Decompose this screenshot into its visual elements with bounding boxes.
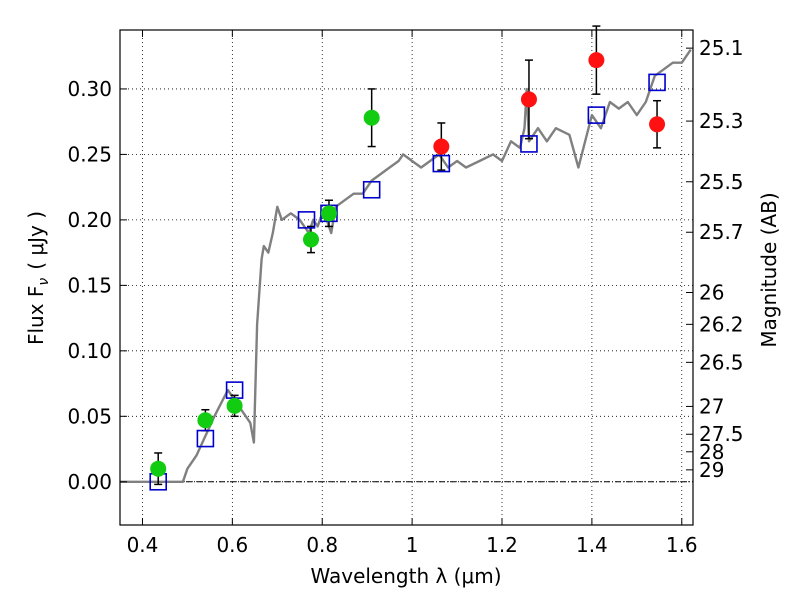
model-flux-square bbox=[196, 429, 215, 448]
right-tick-label: 25.7 bbox=[699, 220, 744, 244]
y-tick-label: 0.20 bbox=[67, 208, 112, 232]
data-point bbox=[433, 138, 450, 155]
y-axis-label-flux: Flux F bbox=[24, 286, 48, 345]
right-tick-label: 27.5 bbox=[699, 422, 744, 446]
data-point bbox=[588, 52, 605, 69]
y-tick-label: 0.00 bbox=[67, 470, 112, 494]
right-tick-label: 25.1 bbox=[699, 36, 744, 60]
right-tick-label: 29 bbox=[699, 458, 724, 482]
model-flux-square bbox=[432, 154, 451, 173]
right-axis-label: Magnitude (AB) bbox=[757, 192, 781, 347]
right-tick-label: 27 bbox=[699, 394, 724, 418]
x-tick-label: 0.6 bbox=[216, 533, 248, 557]
x-tick-label: 0.4 bbox=[127, 533, 159, 557]
x-axis-ticks: 0.4 0.6 0.8 1 1.2 1.4 1.6 bbox=[127, 30, 698, 557]
right-tick-label: 26.5 bbox=[699, 350, 744, 374]
model-flux-square bbox=[648, 73, 666, 92]
data-point bbox=[520, 91, 537, 108]
data-point bbox=[303, 231, 319, 248]
data-point bbox=[649, 116, 666, 133]
right-tick-label: 26 bbox=[699, 280, 724, 304]
data-point bbox=[363, 109, 380, 126]
y-tick-label: 0.25 bbox=[67, 142, 112, 166]
y-axis-ticks: 0.00 0.05 0.10 0.15 0.20 0.25 0.30 bbox=[67, 77, 127, 494]
y-axis-label-subscript: ν bbox=[36, 278, 52, 286]
x-tick-label: 1 bbox=[406, 533, 419, 557]
y-tick-label: 0.30 bbox=[67, 77, 112, 101]
plot-frame bbox=[119, 29, 694, 526]
y-axis-label: Flux Fν ( μJy ) bbox=[24, 211, 52, 345]
right-tick-label: 25.3 bbox=[699, 109, 744, 133]
right-tick-label: 25.5 bbox=[699, 170, 744, 194]
grid bbox=[120, 30, 693, 525]
y-tick-label: 0.15 bbox=[67, 273, 112, 297]
x-tick-label: 0.8 bbox=[306, 533, 338, 557]
x-tick-label: 1.4 bbox=[576, 533, 608, 557]
model-flux-square bbox=[520, 135, 538, 153]
data-point bbox=[226, 397, 243, 414]
spectrum-line-layer bbox=[120, 48, 692, 483]
model-flux-square bbox=[297, 211, 316, 229]
data-point bbox=[197, 412, 214, 429]
x-tick-label: 1.2 bbox=[486, 533, 518, 557]
x-tick-label: 1.6 bbox=[666, 533, 698, 557]
x-axis-label: Wavelength λ (μm) bbox=[310, 564, 501, 588]
data-point bbox=[150, 460, 167, 477]
right-tick-label: 28 bbox=[699, 440, 724, 464]
y-axis-label-unit: ( μJy ) bbox=[24, 211, 48, 270]
spectrum-line bbox=[120, 48, 692, 483]
right-tick-label: 26.2 bbox=[699, 312, 744, 336]
model-flux-square bbox=[362, 180, 381, 199]
y-tick-label: 0.10 bbox=[67, 339, 112, 363]
model-flux-square bbox=[587, 106, 606, 124]
data-point bbox=[320, 205, 337, 222]
marker-layer bbox=[149, 52, 666, 491]
y-tick-label: 0.05 bbox=[67, 404, 112, 428]
